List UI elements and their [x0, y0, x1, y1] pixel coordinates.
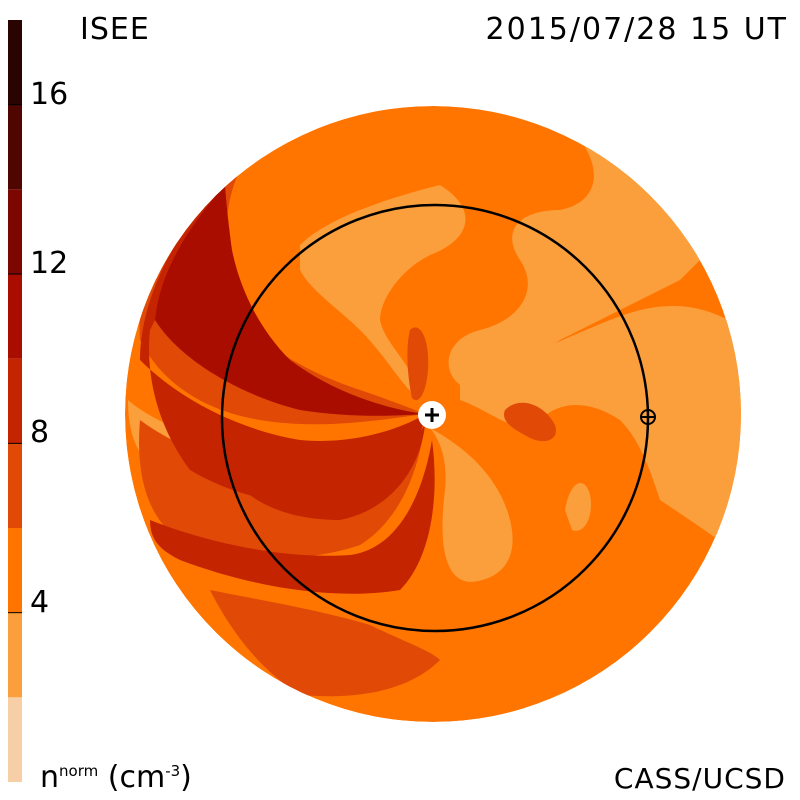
unit-exponent: -3: [165, 762, 181, 780]
earth-circle-plus-icon: [640, 409, 656, 425]
streak-8-10-south: [150, 440, 435, 594]
colorbar-segment: [8, 104, 22, 190]
band-6-8-south: [210, 590, 440, 697]
colorbar-segment: [8, 528, 22, 613]
colorbar-unit-label: nnorm (cm-3): [40, 760, 192, 795]
region-light-south: [430, 428, 513, 582]
wedge-8-10: [140, 180, 425, 504]
colorbar-tick-label: 12: [30, 246, 69, 281]
timestamp: 2015/07/28 15 UT: [485, 12, 788, 47]
wedge-10-12: [155, 185, 425, 416]
colorbar-segment: [8, 274, 22, 359]
sun-plus-icon: [418, 401, 446, 429]
colorbar-segment: [8, 20, 22, 105]
colorbar-tick-label: 4: [30, 584, 50, 620]
unit-superscript: norm: [59, 762, 99, 780]
blob-6-8-east: [504, 402, 556, 442]
unit-close: ): [180, 760, 192, 795]
credit-label: CASS/UCSD: [613, 762, 786, 795]
unit-rest: (cm: [98, 760, 166, 795]
colorbar-segment: [8, 358, 22, 444]
colorbar-segment: [8, 443, 22, 528]
colorbar-tick-label: 8: [30, 415, 50, 451]
region-light-finger: [565, 483, 591, 531]
colorbar-tick-label: 16: [30, 76, 69, 112]
unit-base: n: [40, 760, 60, 795]
colorbar: [8, 20, 22, 782]
region-light-east: [460, 306, 741, 560]
band-6-8-north-feather: [407, 327, 429, 401]
plot-label: ISEE: [80, 12, 150, 47]
colorbar-segment: [8, 612, 22, 698]
colorbar-ticks: [8, 104, 22, 614]
region-light-center: [300, 185, 466, 396]
colorbar-segment: [8, 697, 22, 782]
colorbar-segment: [8, 189, 22, 274]
tongue-8-10: [250, 425, 425, 520]
